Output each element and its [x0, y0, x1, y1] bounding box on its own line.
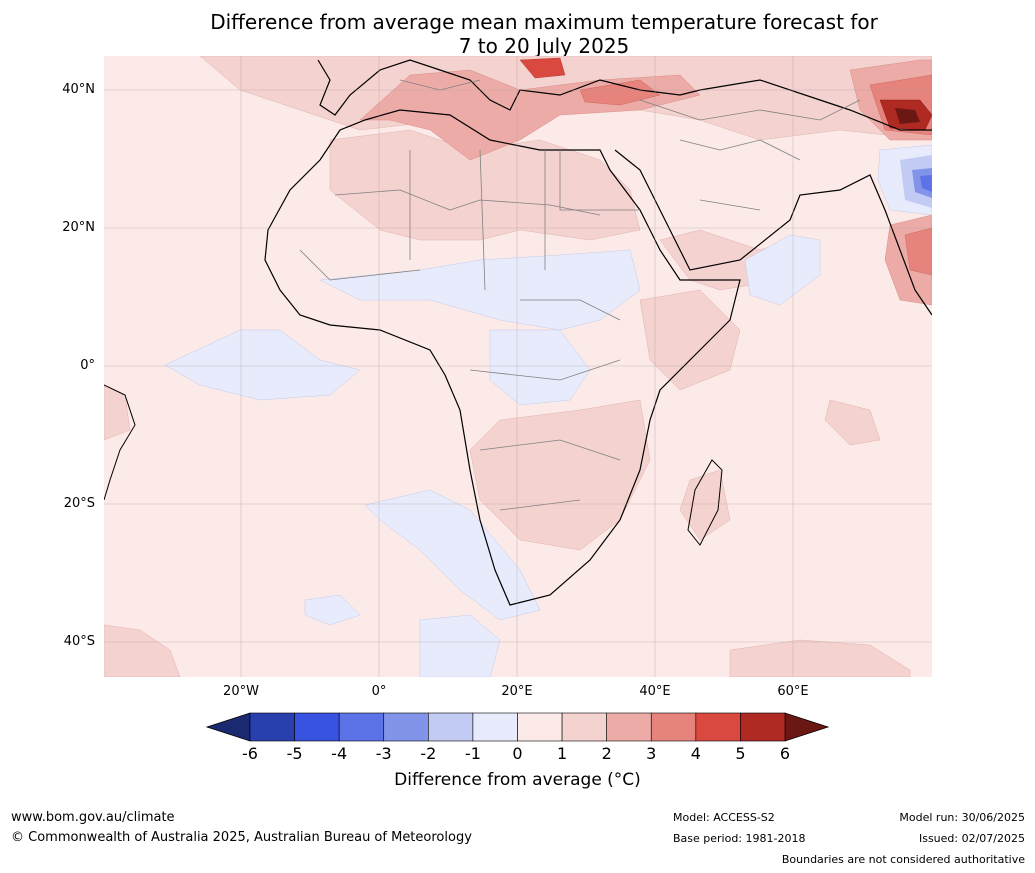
colorbar-label: Difference from average (°C)	[394, 770, 641, 790]
anomaly-region-asia-hottest	[895, 108, 920, 124]
footer-disclaimer: Boundaries are not considered authoritat…	[781, 853, 1025, 866]
anomaly-region-south-atlantic-cool	[419, 614, 501, 677]
lat-label-0: 0°	[80, 358, 95, 373]
colorbar-bin	[249, 712, 295, 742]
colorbar-tick-label: -6	[242, 744, 258, 763]
colorbar-bin	[650, 712, 697, 742]
map-gridlines	[104, 56, 932, 677]
colorbar	[205, 712, 830, 742]
lon-label-60e: 60°E	[777, 684, 809, 699]
colorbar-extend-high	[784, 712, 830, 742]
footer-website: www.bom.gov.au/climate	[11, 810, 175, 825]
footer-copyright: © Commonwealth of Australia 2025, Austra…	[11, 830, 472, 845]
colorbar-tick-label: 3	[646, 744, 657, 763]
arabia-coastline	[614, 149, 932, 316]
anomaly-region-black-sea	[519, 57, 566, 79]
south-america-coastline	[104, 384, 136, 501]
africa-coastline	[264, 109, 741, 606]
lat-label-20s: 20°S	[63, 496, 95, 511]
anomaly-region-madagascar	[679, 469, 731, 541]
footer-base-period: Base period: 1981-2018	[673, 832, 806, 845]
anomaly-region-southwest	[104, 624, 181, 677]
anomaly-region-southern-africa	[469, 399, 651, 551]
lat-label-40s: 40°S	[63, 634, 95, 649]
colorbar-tick-label: 4	[690, 744, 701, 763]
colorbar-bin	[695, 712, 741, 742]
colorbar-tick-label: -2	[420, 744, 437, 763]
colorbar-tick-label: 0	[512, 744, 523, 763]
colorbar-bin	[428, 712, 474, 742]
map-title-line2: 7 to 20 July 2025	[458, 34, 630, 58]
anomaly-region-arabian-sea-cool	[744, 234, 821, 306]
colorbar-tick-label: 1	[556, 744, 568, 763]
footer-model: Model: ACCESS-S2	[673, 811, 775, 824]
anomaly-region-india-core	[904, 227, 932, 276]
colorbar-bin	[606, 712, 652, 742]
anomaly-region-sahel-cool	[319, 249, 641, 331]
colorbar-extend-low	[205, 712, 251, 742]
lat-label-20n: 20°N	[62, 220, 95, 235]
anomaly-region-atlantic-cool	[304, 594, 361, 626]
anomaly-region-central-africa-cool	[489, 329, 591, 406]
colorbar-bin	[561, 712, 607, 742]
colorbar-tick-label: -1	[464, 744, 481, 763]
colorbar-bin	[740, 712, 786, 742]
colorbar-tick-label: -4	[331, 744, 348, 763]
colorbar-tick-label: 5	[735, 744, 746, 763]
colorbar-tick-label: -5	[286, 744, 303, 763]
footer-model-run: Model run: 30/06/2025	[899, 811, 1025, 824]
colorbar-bin	[294, 712, 340, 742]
anomaly-region-gulf-guinea-cool	[164, 329, 361, 401]
colorbar-bin	[517, 712, 563, 742]
anomaly-region-east-africa	[639, 289, 741, 391]
colorbar-tick-label: 2	[601, 744, 612, 763]
anomaly-region-indian-ocean	[824, 399, 881, 446]
colorbar-bin	[472, 712, 518, 742]
lon-label-20w: 20°W	[223, 684, 259, 699]
lon-label-20e: 20°E	[501, 684, 533, 699]
colorbar-bin	[338, 712, 385, 742]
anomaly-region-south-atlantic-warm	[729, 639, 911, 677]
colorbar-bin	[383, 712, 429, 742]
footer-issued: Issued: 02/07/2025	[918, 832, 1025, 845]
anomaly-region-namibia-cool	[364, 489, 541, 621]
lat-label-40n: 40°N	[62, 82, 95, 97]
anomaly-region-himalaya-coldest	[920, 175, 932, 192]
colorbar-tick-label: 6	[779, 744, 791, 763]
lon-label-40e: 40°E	[639, 684, 671, 699]
lon-label-0: 0°	[371, 684, 387, 699]
colorbar-tick-label: -3	[375, 744, 392, 763]
map-title-line1: Difference from average mean maximum tem…	[210, 10, 878, 34]
anomaly-contours	[104, 56, 932, 677]
madagascar-coastline	[687, 459, 723, 546]
